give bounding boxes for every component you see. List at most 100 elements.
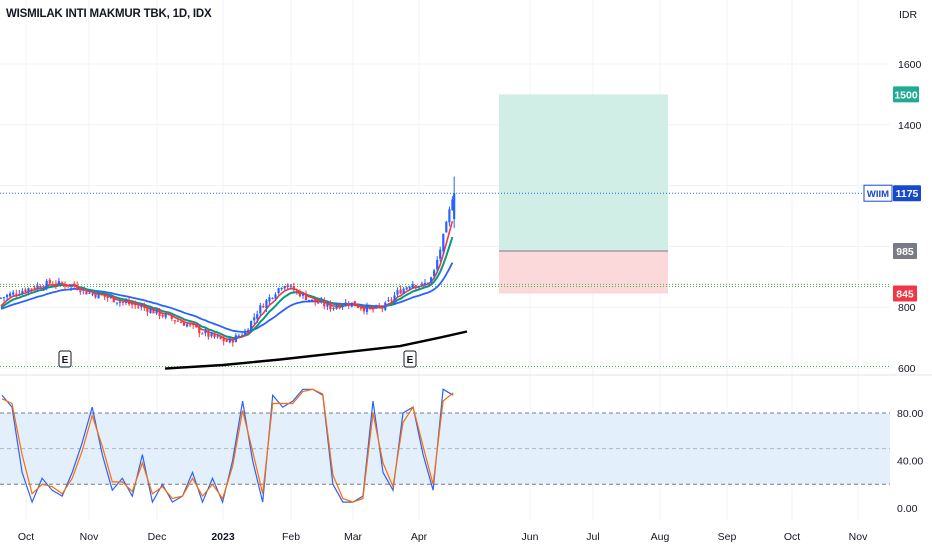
candle-body [213,333,216,338]
candle-body [381,307,384,309]
earnings-marker[interactable] [403,350,417,368]
candle-body [155,309,158,314]
symbol-badge-label: WIIM [867,189,889,200]
candle-body [51,284,54,286]
target-price-badge[interactable] [893,86,919,103]
candle-body [210,333,213,337]
candle-body [143,306,146,308]
candle-body [393,295,396,301]
candle-body [167,314,170,315]
candle-body [27,288,30,293]
target-zone [499,94,668,251]
candle-body [433,270,436,277]
last-price-badge[interactable] [893,185,921,202]
candle-body [356,306,359,308]
candle-body [234,335,237,342]
candle-body [243,330,247,335]
candle-body [82,289,85,291]
candle-body [140,306,143,308]
candle-body [262,305,265,308]
time-axis-tick: Feb [282,531,300,543]
candle-body [323,301,326,307]
candle-body [176,320,179,322]
candle-body [253,317,256,321]
candle-body [189,324,192,326]
candle-body [21,290,24,294]
candle-body [54,283,57,285]
candle-body [231,339,234,343]
entry-price-badge[interactable] [893,242,917,259]
candle-body [2,297,6,299]
candle-body [268,297,271,302]
candle-body [12,292,15,295]
candle-body [301,293,305,296]
candle-body [198,326,201,334]
candle-body [45,280,48,289]
candle-body [195,325,198,328]
candle-body [436,259,439,270]
candle-body [228,338,231,343]
candle-body [372,308,375,310]
candle-body [265,300,268,308]
candle-body [124,302,128,303]
position-zones [499,94,668,294]
earnings-marker-label: E [62,355,69,366]
candle-body [387,300,390,302]
time-axis-tick: Oct [784,531,800,543]
time-axis-tick: Dec [148,531,167,543]
candle-body [326,303,329,307]
candle-body [320,301,323,303]
candlesticks [0,176,456,347]
long-ma-line [164,330,468,370]
candle-body [295,290,298,292]
candle-body [314,299,317,303]
candle-body [414,285,417,287]
candle-body [280,287,283,290]
time-axis-tick: Sep [718,531,737,543]
candle-body [222,337,225,342]
earnings-marker-label: E [407,355,414,366]
candle-body [417,286,420,287]
ema-slow-line [0,262,454,333]
candle-body [332,307,335,309]
candle-body [97,293,100,299]
stop-price-badge[interactable] [893,285,917,302]
candle-body [115,302,118,304]
time-axis-tick: Oct [18,531,34,543]
candle-body [173,320,176,322]
candle-body [137,306,140,308]
earnings-marker[interactable] [58,350,72,368]
candle-body [63,284,67,287]
time-axis-tick: Nov [80,531,99,543]
candle-body [283,286,286,289]
candle-body [118,301,121,303]
candle-body [347,304,350,306]
candle-body [442,233,445,252]
candle-body [298,291,301,297]
candle-body [57,281,60,284]
candle-body [311,299,314,301]
candle-body [128,300,131,305]
candle-body [289,285,292,287]
ema-fast-line [0,220,454,342]
candle-body [39,286,42,288]
symbol-badge[interactable] [863,184,893,202]
candle-body [359,307,362,309]
candle-body [405,287,408,290]
candle-body [109,297,112,299]
candle-body [0,297,3,299]
candle-body [240,335,244,337]
candle-body [274,294,277,299]
candle-body [36,285,39,289]
osc-axis-tick: 80.00 [897,408,923,420]
chart-title: WISMILAK INTI MAKMUR TBK, 1D, IDX [6,8,212,20]
candle-body [426,282,430,284]
candle-body [161,314,164,317]
candle-body [308,299,311,301]
candle-body [384,302,387,310]
candle-body [121,301,125,303]
candle-body [33,287,36,289]
candle-body [341,306,344,307]
